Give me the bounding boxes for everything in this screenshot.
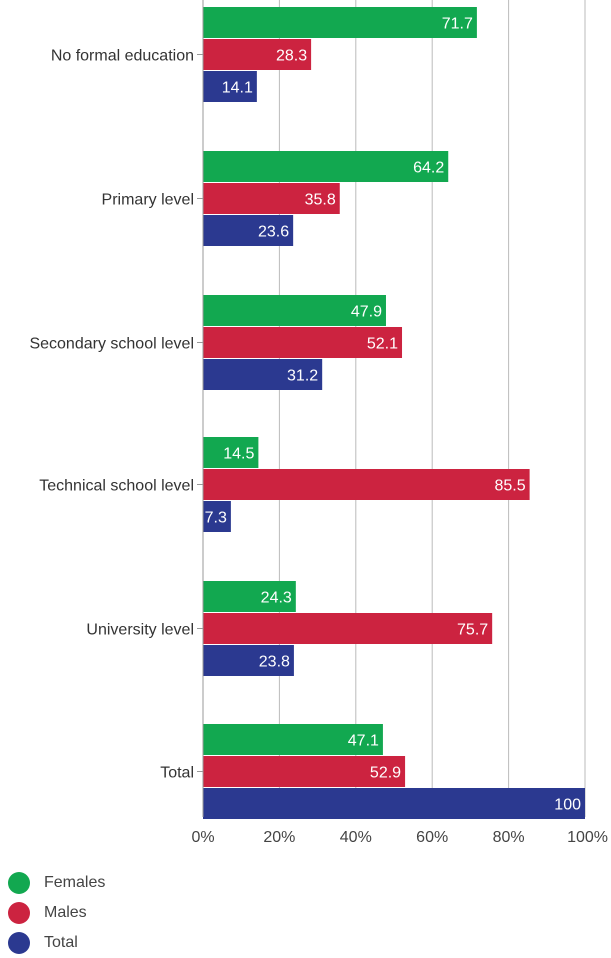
x-tick-label-2: 40%	[340, 829, 372, 846]
bar-label-total-0: 14.1	[222, 80, 253, 97]
bar-males-5	[203, 756, 406, 787]
bar-chart: 71.7 28.3 14.1 64.2 35.8 23.6 47.9 52.1 31.2 14.5…	[29, 0, 608, 846]
bar-total-1	[203, 215, 294, 246]
bar-label-females-2: 47.9	[351, 304, 382, 321]
legend-label-males: Males	[44, 904, 87, 921]
legend-item-females: Females	[8, 868, 105, 898]
x-tick-label-3: 60%	[416, 829, 448, 846]
bar-males-0	[203, 39, 312, 70]
bar-label-females-1: 64.2	[413, 160, 444, 177]
bar-total-2	[203, 359, 323, 390]
bar-label-males-5: 52.9	[370, 765, 401, 782]
x-tick-label-0: 0%	[191, 829, 214, 846]
bar-females-5	[203, 724, 383, 755]
bars: 71.7 28.3 14.1 64.2 35.8 23.6 47.9 52.1 31.2 14.5…	[203, 7, 585, 819]
bar-label-females-4: 24.3	[261, 590, 292, 607]
category-label-3: Technical school level	[39, 478, 194, 495]
bar-males-2	[203, 327, 403, 358]
bar-label-females-3: 14.5	[223, 446, 254, 463]
x-tick-label-5: 100%	[567, 829, 608, 846]
bar-males-1	[203, 183, 340, 214]
bar-label-total-2: 31.2	[287, 368, 318, 385]
category-labels: No formal education Primary level Secondar…	[29, 0, 204, 817]
legend-label-total: Total	[44, 934, 78, 951]
category-label-1: Primary level	[102, 192, 194, 209]
bar-label-males-0: 28.3	[276, 48, 307, 65]
bar-total-3	[203, 501, 231, 532]
category-label-4: University level	[86, 622, 194, 639]
bar-label-total-5: 100	[554, 797, 581, 814]
bar-label-males-2: 52.1	[367, 336, 398, 353]
bar-females-1	[203, 151, 449, 182]
bar-label-females-5: 47.1	[348, 733, 379, 750]
legend-swatch-males	[8, 902, 30, 924]
bar-males-4	[203, 613, 493, 644]
bar-label-males-4: 75.7	[457, 622, 488, 639]
bar-label-total-3: 7.3	[205, 510, 227, 527]
category-label-5: Total	[160, 765, 194, 782]
x-axis-ticks: 0% 20% 40% 60% 80% 100%	[191, 829, 608, 846]
bar-females-0	[203, 7, 477, 38]
legend-swatch-females	[8, 872, 30, 894]
legend-label-females: Females	[44, 874, 106, 891]
x-tick-label-1: 20%	[263, 829, 295, 846]
bar-females-4	[203, 581, 296, 612]
bar-label-males-3: 85.5	[494, 478, 525, 495]
bar-females-2	[203, 295, 386, 326]
bar-total-5	[203, 788, 585, 819]
bar-label-total-4: 23.8	[259, 654, 290, 671]
legend-item-males: Males	[8, 898, 105, 928]
gridlines	[278, 0, 586, 817]
bar-label-females-0: 71.7	[442, 16, 473, 33]
bar-label-total-1: 23.6	[258, 224, 289, 241]
bar-label-males-1: 35.8	[305, 192, 336, 209]
bar-total-4	[203, 645, 294, 676]
bar-total-0	[203, 71, 257, 102]
bar-females-3	[203, 437, 259, 468]
legend: Females Males Total	[8, 868, 105, 958]
bar-males-3	[203, 469, 530, 500]
category-label-0: No formal education	[51, 48, 194, 65]
legend-item-total: Total	[8, 928, 105, 958]
category-label-2: Secondary school level	[29, 336, 194, 353]
x-tick-label-4: 80%	[493, 829, 525, 846]
legend-swatch-total	[8, 932, 30, 954]
